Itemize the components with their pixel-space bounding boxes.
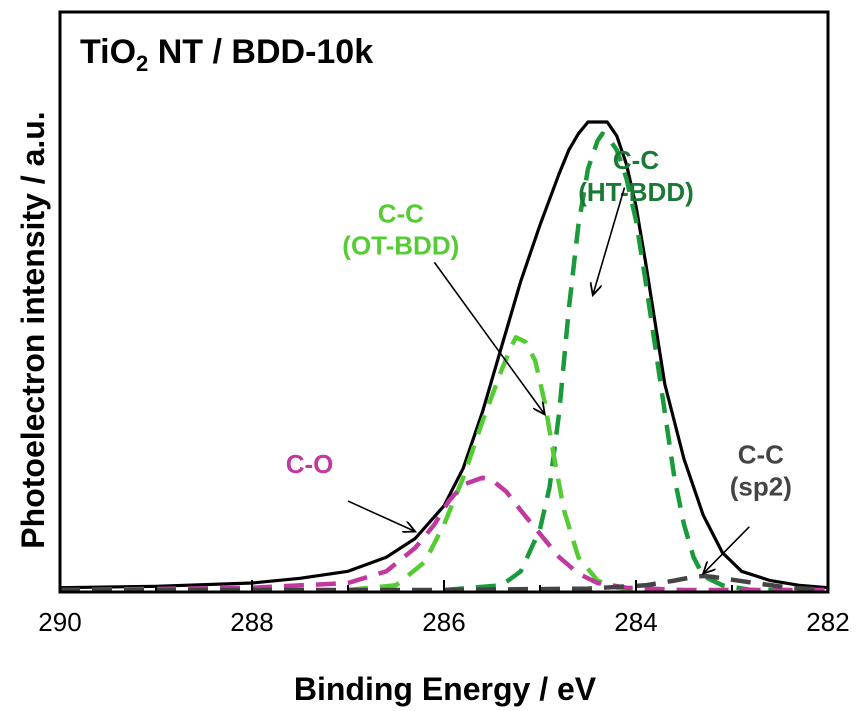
x-tick-label: 290 [38, 607, 81, 637]
series-line-envelope [59, 120, 829, 590]
annotation-ot: C-C (OT-BDD) [342, 199, 459, 261]
annotation-layer: C-C (HT-BDD) C-C (OT-BDD) C-O C-C (sp2) [286, 145, 792, 574]
series-line-c-c-ht-bdd [443, 131, 828, 593]
series-line-c-o [59, 475, 828, 593]
series-line-c-c-ot-bdd [347, 335, 637, 593]
x-tick-label: 286 [422, 607, 465, 637]
annotation-co: C-O [286, 449, 334, 479]
x-tick-label: 284 [614, 607, 657, 637]
series-line-c-c-sp2 [60, 573, 829, 593]
annotation-ht: C-C (HT-BDD) [578, 145, 694, 207]
chart-title: TiO2 NT / BDD-10k [80, 33, 373, 76]
x-tick-label: 282 [806, 607, 849, 637]
x-ticks: 290 288 286 284 282 [38, 580, 850, 637]
x-axis-title: Binding Energy / eV [294, 671, 597, 707]
y-axis-title: Photoelectron intensity / a.u. [15, 111, 51, 548]
series-layer [59, 120, 829, 593]
annotation-arrow-co [347, 500, 415, 531]
annotation-arrow-ot [433, 261, 544, 414]
annotation-sp2: C-C (sp2) [730, 440, 792, 502]
annotation-arrow-ht [593, 187, 626, 296]
x-tick-label: 288 [230, 607, 273, 637]
annotation-arrow-sp2 [703, 526, 750, 574]
